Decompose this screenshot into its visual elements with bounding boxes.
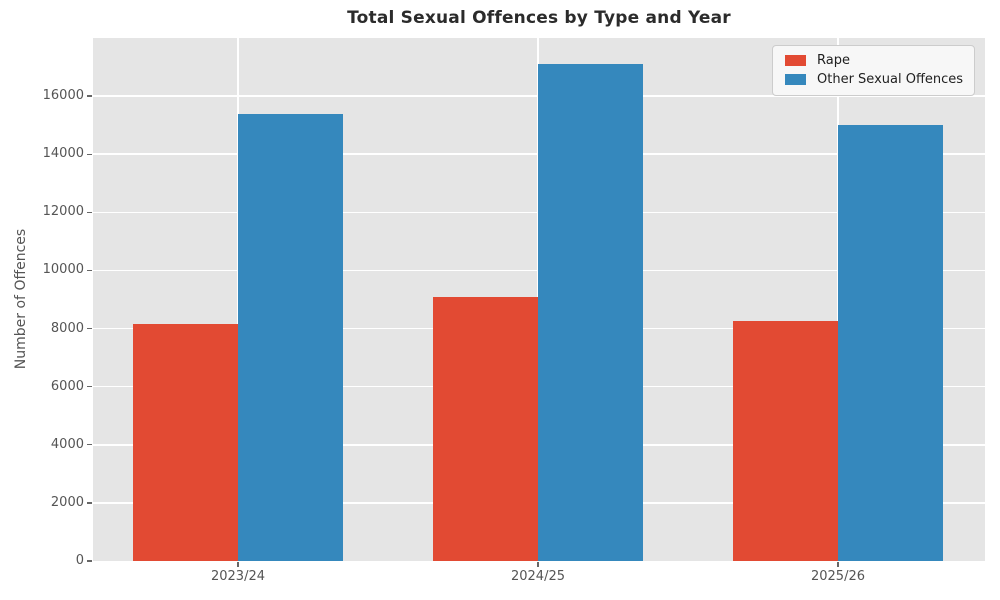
x-tick-mark — [837, 562, 839, 567]
y-tick-mark — [87, 560, 92, 562]
y-tick-label: 0 — [75, 553, 84, 568]
bar-other-sexual-offences — [238, 113, 343, 561]
bar-rape — [733, 321, 838, 561]
y-tick-label: 10000 — [42, 262, 84, 278]
y-tick-mark — [87, 502, 92, 504]
legend-label: Rape — [817, 53, 850, 68]
bar-rape — [433, 296, 538, 561]
y-axis-label: Number of Offences — [13, 228, 29, 370]
y-tick-label: 12000 — [42, 204, 84, 220]
legend-swatch-icon — [785, 55, 806, 66]
y-tick-label: 14000 — [42, 146, 84, 162]
y-tick-mark — [87, 385, 92, 388]
legend-row: Other Sexual Offences — [785, 70, 963, 89]
legend-swatch-icon — [785, 74, 806, 85]
x-tick-label: 2025/26 — [810, 569, 865, 584]
y-tick-label: 6000 — [50, 378, 84, 394]
legend-row: Rape — [785, 51, 963, 70]
y-tick-mark — [87, 327, 92, 330]
bar-other-sexual-offences — [538, 64, 643, 561]
y-tick-mark — [87, 444, 92, 446]
plot-area — [93, 38, 985, 561]
y-tick-mark — [87, 153, 92, 155]
legend: Rape Other Sexual Offences — [772, 45, 976, 96]
x-tick-label: 2024/25 — [510, 569, 565, 584]
legend-label: Other Sexual Offences — [817, 72, 964, 87]
y-tick-mark — [87, 269, 92, 272]
bar-rape — [133, 324, 238, 561]
y-tick-label: 16000 — [42, 88, 84, 104]
chart-title: Total Sexual Offences by Type and Year — [347, 8, 731, 28]
y-tick-label: 4000 — [50, 436, 84, 452]
x-tick-label: 2023/24 — [210, 569, 265, 584]
bar-other-sexual-offences — [838, 125, 943, 561]
y-tick-label: 8000 — [50, 320, 84, 336]
y-tick-mark — [87, 211, 92, 214]
x-tick-mark — [537, 562, 539, 567]
y-tick-mark — [87, 95, 92, 97]
x-tick-mark — [237, 562, 239, 567]
y-tick-label: 2000 — [50, 494, 84, 510]
